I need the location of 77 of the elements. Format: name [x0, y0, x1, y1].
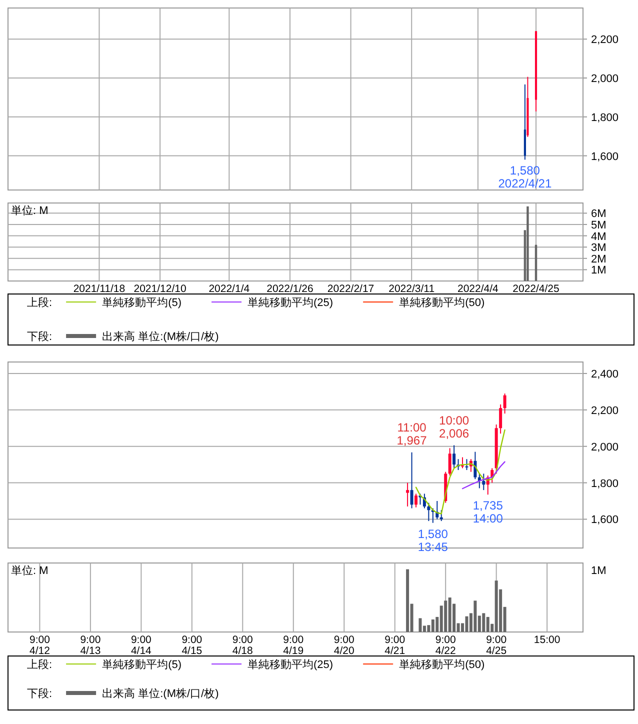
legend-label: 単純移動平均(25) [248, 297, 334, 309]
y-tick-label: 3M [591, 242, 606, 254]
x-tick-label: 2022/1/4 [208, 283, 250, 295]
y-tick-label: 1,800 [591, 478, 619, 490]
y-tick-label: 5M [591, 219, 606, 232]
x-tick-label: 9:00 4/18 [232, 634, 254, 657]
annotation: 1,735 14:00 [472, 498, 504, 526]
y-tick-label: 1M [591, 264, 606, 277]
y-tick-label: 4M [591, 230, 606, 243]
bar [474, 600, 477, 632]
x-tick-label: 9:00 4/14 [130, 634, 152, 657]
y-tick-label: 1,600 [591, 514, 619, 526]
candlestick [414, 493, 418, 508]
annotation: 1,580 2022/4/21 [498, 164, 552, 191]
legend-label: 単純移動平均(5) [102, 659, 182, 671]
candlestick [410, 452, 414, 509]
candlestick [461, 456, 464, 469]
candlestick [448, 448, 452, 476]
y-axis-title: 単位: M [11, 565, 48, 577]
candlestick [427, 502, 430, 522]
annotation: 11:00 1,967 [396, 420, 428, 448]
bar [406, 569, 410, 632]
annotation: 1,580 13:45 [418, 526, 448, 554]
y-tick-label: 2M [591, 253, 606, 266]
y-tick-label: 2,400 [591, 368, 619, 380]
y-tick-label: 6M [591, 208, 606, 220]
y-tick-label: 2,200 [591, 34, 619, 46]
bar [534, 244, 538, 281]
x-tick-label: 15:00 [534, 634, 560, 646]
legend-label: 単純移動平均(5) [102, 297, 182, 309]
y-tick-label: 1,600 [591, 150, 619, 163]
legend-label: 単純移動平均(50) [399, 297, 485, 309]
candlestick [499, 404, 502, 434]
y-tick-label: 1,800 [591, 112, 619, 124]
x-tick-label: 2022/3/11 [388, 283, 435, 295]
x-tick-label: 9:00 4/21 [384, 634, 406, 657]
x-tick-label: 9:00 4/22 [435, 634, 456, 657]
bar [418, 618, 422, 632]
x-tick-label: 2022/2/17 [327, 283, 374, 295]
line-series [462, 461, 506, 490]
bar [465, 616, 468, 632]
x-tick-label: 2022/4/25 [512, 283, 560, 295]
x-tick-label: 9:00 4/13 [80, 634, 101, 657]
bar [526, 206, 529, 281]
candlestick [465, 458, 468, 471]
bar [448, 598, 452, 632]
legend-label: 出来高 単位:(M株/口/枚) [102, 330, 219, 343]
bar [431, 619, 434, 632]
bar [482, 613, 486, 632]
x-tick-label: 9:00 4/12 [29, 634, 50, 657]
x-tick-label: 9:00 4/15 [182, 634, 202, 657]
bar [486, 616, 490, 632]
candlestick [503, 393, 506, 414]
candlestick [406, 482, 410, 507]
legend-label: 単純移動平均(50) [399, 659, 485, 671]
y-tick-label: 2,200 [591, 404, 619, 417]
legend-label: 出来高 単位:(M株/口/枚) [102, 687, 219, 700]
x-tick-label: 9:00 4/20 [334, 634, 354, 657]
legend-title: 上段: [27, 296, 52, 309]
y-tick-label: 2,000 [591, 73, 619, 85]
legend-title: 下段: [27, 688, 52, 700]
x-tick-label: 2022/1/26 [266, 283, 314, 295]
y-tick-label: 2,000 [591, 441, 619, 454]
candlestick [482, 473, 486, 491]
x-tick-label: 9:00 4/19 [283, 634, 304, 657]
legend-title: 上段: [27, 658, 52, 671]
legend-label: 単純移動平均(25) [248, 659, 334, 671]
bar [494, 580, 498, 632]
legend-title: 下段: [27, 331, 52, 343]
x-tick-label: 9:00 4/25 [486, 634, 507, 657]
x-tick-label: 2021/12/10 [134, 283, 186, 295]
y-axis-title: 単位: M [11, 205, 48, 217]
x-tick-label: 2022/4/4 [458, 283, 499, 295]
x-tick-label: 2021/11/18 [73, 283, 126, 295]
annotation: 10:00 2,006 [439, 413, 470, 440]
bar [444, 600, 448, 632]
candlestick [452, 444, 456, 469]
